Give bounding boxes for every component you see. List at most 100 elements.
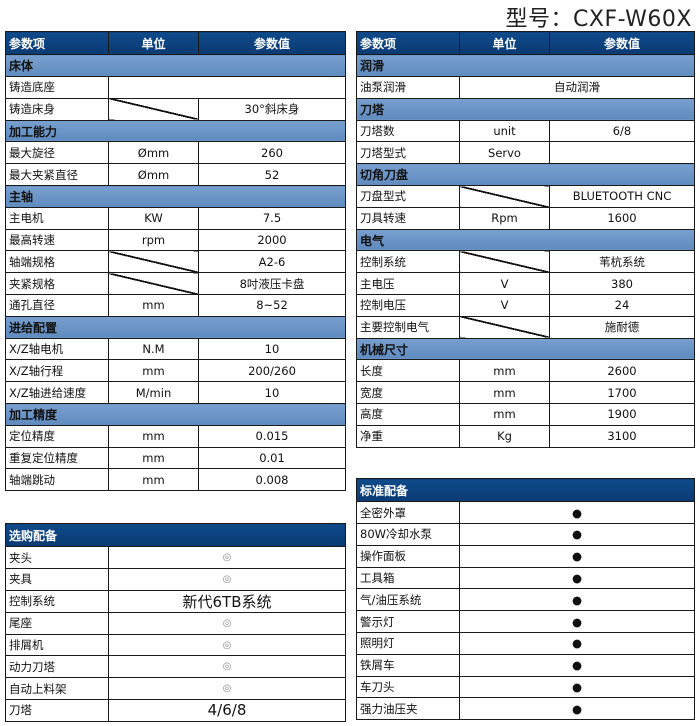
param-label: 铸造床身 bbox=[5, 97, 109, 121]
equipment-value: 新代6TB系统 bbox=[107, 589, 347, 613]
equipment-label: 夹头 bbox=[5, 546, 109, 570]
param-unit bbox=[459, 250, 550, 274]
header-row: 选购配备 bbox=[4, 522, 347, 548]
equipment-value: ● bbox=[458, 588, 696, 612]
section-title: 加工能力 bbox=[5, 119, 346, 143]
table-row: X/Z轴行程 mm 200/260 bbox=[5, 359, 346, 383]
param-value: 0.008 bbox=[198, 468, 346, 492]
param-label: 净重 bbox=[356, 424, 460, 448]
equipment-value: ● bbox=[458, 523, 696, 546]
table-row: 轴端规格 A2-6 bbox=[5, 250, 346, 274]
param-unit: Kg bbox=[459, 424, 550, 448]
section-title: 润滑 bbox=[356, 54, 695, 78]
equipment-label: 控制系统 bbox=[5, 589, 109, 613]
param-value: A2-6 bbox=[198, 250, 346, 274]
equipment-label: 照明灯 bbox=[356, 632, 460, 655]
param-value: 7.5 bbox=[198, 206, 346, 230]
param-label: X/Z轴行程 bbox=[5, 359, 109, 383]
table-row: 刀塔型式 Servo bbox=[356, 141, 695, 165]
table-row: 轴端跳动 mm 0.008 bbox=[5, 468, 346, 492]
table-row: 80W冷却水泵 ● bbox=[356, 523, 696, 546]
param-label: 铸造底座 bbox=[5, 76, 109, 99]
table-row: 夹具 ◎ bbox=[5, 568, 347, 591]
equipment-label: 工具箱 bbox=[356, 566, 460, 590]
table-row: 刀盘型式 BLUETOOTH CNC bbox=[356, 185, 695, 208]
equipment-label: 铁屑车 bbox=[356, 653, 460, 677]
param-value: 1900 bbox=[549, 403, 695, 426]
param-label: 刀盘型式 bbox=[356, 185, 460, 208]
table-row: 工具箱 ● bbox=[356, 566, 696, 590]
equipment-label: 自动上料架 bbox=[5, 677, 109, 701]
table-row: 最高转速 rpm 2000 bbox=[5, 228, 346, 252]
equipment-value: ● bbox=[458, 653, 696, 677]
param-unit: mm bbox=[108, 446, 199, 470]
equipment-value: ◎ bbox=[107, 633, 347, 657]
param-label: X/Z轴进给速度 bbox=[5, 381, 109, 405]
param-unit: rpm bbox=[108, 228, 199, 252]
table-row: 自动上料架 ◎ bbox=[5, 677, 347, 701]
param-label: 重复定位精度 bbox=[5, 446, 109, 470]
param-value: 0.01 bbox=[198, 446, 346, 470]
param-unit: mm bbox=[459, 359, 550, 383]
param-label: 夹紧规格 bbox=[5, 272, 109, 296]
table-row: 净重 Kg 3100 bbox=[356, 424, 695, 448]
param-label: 主电机 bbox=[5, 206, 109, 230]
table-row: 控制系统 苇杭系统 bbox=[356, 250, 695, 274]
equipment-value: ◎ bbox=[107, 568, 347, 591]
param-label: 长度 bbox=[356, 359, 460, 383]
section-title: 机械尺寸 bbox=[356, 337, 695, 361]
header-row: 参数项 单位 参数值 bbox=[5, 30, 346, 56]
param-value: 200/260 bbox=[198, 359, 346, 383]
param-unit: V bbox=[459, 294, 550, 317]
equipment-value: ◎ bbox=[107, 546, 347, 570]
table-row: 通孔直径 mm 8~52 bbox=[5, 294, 346, 317]
param-label: 主电压 bbox=[356, 272, 460, 296]
section-title: 刀塔 bbox=[356, 97, 695, 121]
table-row: 排屑机 ◎ bbox=[5, 633, 347, 657]
param-label: 定位精度 bbox=[5, 424, 109, 448]
param-label: 刀塔型式 bbox=[356, 141, 460, 165]
table-row: 重复定位精度 mm 0.01 bbox=[5, 446, 346, 470]
param-label: 刀具转速 bbox=[356, 206, 460, 230]
table-row: X/Z轴电机 N.M 10 bbox=[5, 337, 346, 361]
table-row: 铁屑车 ● bbox=[356, 653, 696, 677]
param-unit: Ømm bbox=[108, 163, 199, 187]
equipment-label: 刀塔 bbox=[5, 699, 109, 722]
param-value: 52 bbox=[198, 163, 346, 187]
param-unit bbox=[108, 97, 199, 121]
section-title: 床体 bbox=[5, 54, 346, 78]
param-unit bbox=[108, 272, 199, 296]
section-row: 床体 bbox=[5, 54, 346, 78]
table-row: 夹紧规格 8吋液压卡盘 bbox=[5, 272, 346, 296]
table-row: 高度 mm 1900 bbox=[356, 403, 695, 426]
equipment-value: ◎ bbox=[107, 611, 347, 635]
param-unit: Ømm bbox=[108, 141, 199, 165]
equipment-value: ● bbox=[458, 697, 696, 721]
param-unit: mm bbox=[108, 359, 199, 383]
param-label: X/Z轴电机 bbox=[5, 337, 109, 361]
param-unit: KW bbox=[108, 206, 199, 230]
table-row: 强力油压夹 ● bbox=[356, 697, 696, 721]
param-unit: V bbox=[459, 272, 550, 296]
table-row: 警示灯 ● bbox=[356, 610, 696, 634]
param-unit: mm bbox=[108, 424, 199, 448]
param-unit: unit bbox=[459, 119, 550, 143]
header-unit: 单位 bbox=[459, 30, 550, 56]
param-label: 最高转速 bbox=[5, 228, 109, 252]
param-value: 施耐德 bbox=[549, 315, 695, 339]
table-row: 控制电压 V 24 bbox=[356, 294, 695, 317]
equipment-value: ● bbox=[458, 544, 696, 568]
param-unit: mm bbox=[108, 468, 199, 492]
param-value: 0.015 bbox=[198, 424, 346, 448]
param-value bbox=[549, 141, 695, 165]
param-value: 8吋液压卡盘 bbox=[198, 272, 346, 296]
param-label: 油泵润滑 bbox=[356, 76, 460, 99]
param-value: 24 bbox=[549, 294, 695, 317]
equipment-label: 操作面板 bbox=[356, 544, 460, 568]
header-value: 参数值 bbox=[549, 30, 695, 56]
param-value: 2600 bbox=[549, 359, 695, 383]
equipment-value: ● bbox=[458, 566, 696, 590]
equipment-label: 车刀头 bbox=[356, 675, 460, 699]
table-row: 最大旋径 Ømm 260 bbox=[5, 141, 346, 165]
equipment-label: 气/油压系统 bbox=[356, 588, 460, 612]
